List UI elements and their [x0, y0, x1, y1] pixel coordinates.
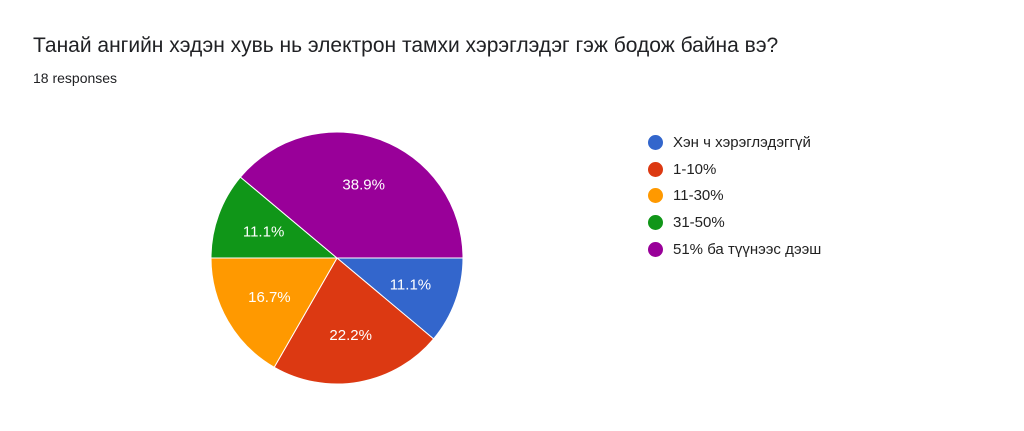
pie-slice[interactable]: [273, 257, 435, 385]
legend-color-dot: [648, 134, 663, 150]
question-title: Танай ангийн хэдэн хувь нь электрон тамх…: [33, 34, 779, 57]
chart-legend: Хэн ч хэрэглэдэггүй 1-10% 11-30% 31-50% 51% …: [648, 129, 821, 262]
legend-label: 51% ба түүнээс дээш: [673, 240, 822, 258]
legend-label: Хэн ч хэрэглэдэггүй: [673, 133, 811, 151]
slice-label: 22.2%: [329, 327, 372, 344]
pie-slice[interactable]: [210, 176, 339, 259]
slice-label: 11.1%: [390, 277, 431, 294]
legend-label: 1-10%: [673, 160, 717, 178]
pie-slice[interactable]: [335, 257, 464, 340]
legend-color-dot: [648, 188, 663, 204]
legend-label: 31-50%: [673, 213, 725, 231]
pie-slice[interactable]: [239, 131, 464, 259]
legend-color-dot: [648, 214, 663, 230]
legend-label: 11-30%: [673, 187, 724, 205]
response-count: 18 responses: [33, 70, 118, 86]
legend-item[interactable]: 51% ба түүнээс дээш: [648, 236, 821, 263]
legend-item[interactable]: 1-10%: [648, 156, 821, 183]
legend-color-dot: [648, 241, 663, 257]
legend-item[interactable]: Хэн ч хэрэглэдэггүй: [648, 129, 821, 156]
legend-color-dot: [648, 161, 663, 177]
legend-item[interactable]: 31-50%: [648, 209, 821, 236]
slice-label: 38.9%: [342, 177, 385, 194]
pie-slice[interactable]: [210, 257, 338, 368]
legend-item[interactable]: 11-30%: [648, 182, 821, 209]
slice-label: 16.7%: [248, 289, 291, 306]
slice-label: 11.1%: [243, 223, 284, 240]
